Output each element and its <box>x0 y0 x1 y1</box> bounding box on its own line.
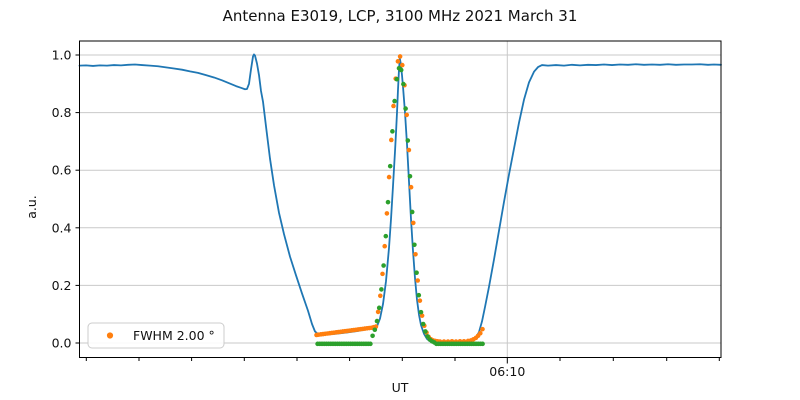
scan-samples-dots <box>314 54 485 344</box>
y-axis-label: a.u. <box>24 195 39 219</box>
y-tick-label: 0.6 <box>52 163 72 178</box>
chart-title: Antenna E3019, LCP, 3100 MHz 2021 March … <box>223 7 578 25</box>
grid-lines <box>79 41 721 358</box>
x-axis-label: UT <box>392 380 409 395</box>
legend-box <box>87 322 225 349</box>
y-tick-label: 1.0 <box>52 48 72 63</box>
legend-label: FWHM 2.00 ° <box>133 328 215 343</box>
y-tick-labels: 0.0 0.2 0.4 0.6 0.8 1.0 <box>52 48 72 351</box>
y-tick-label: 0.0 <box>52 336 72 351</box>
legend: FWHM 2.00 ° <box>87 322 225 349</box>
gaussian-fit-dots <box>315 65 485 347</box>
x-tick-label: 06:10 <box>489 364 525 379</box>
axis-ticks <box>75 54 720 364</box>
y-tick-label: 0.2 <box>52 278 72 293</box>
y-tick-label: 0.8 <box>52 105 72 120</box>
plot-border <box>79 40 722 358</box>
y-tick-label: 0.4 <box>52 220 72 235</box>
data-series <box>78 53 722 347</box>
raw-scan-line <box>78 53 722 344</box>
legend-marker-dot-icon <box>106 332 114 339</box>
